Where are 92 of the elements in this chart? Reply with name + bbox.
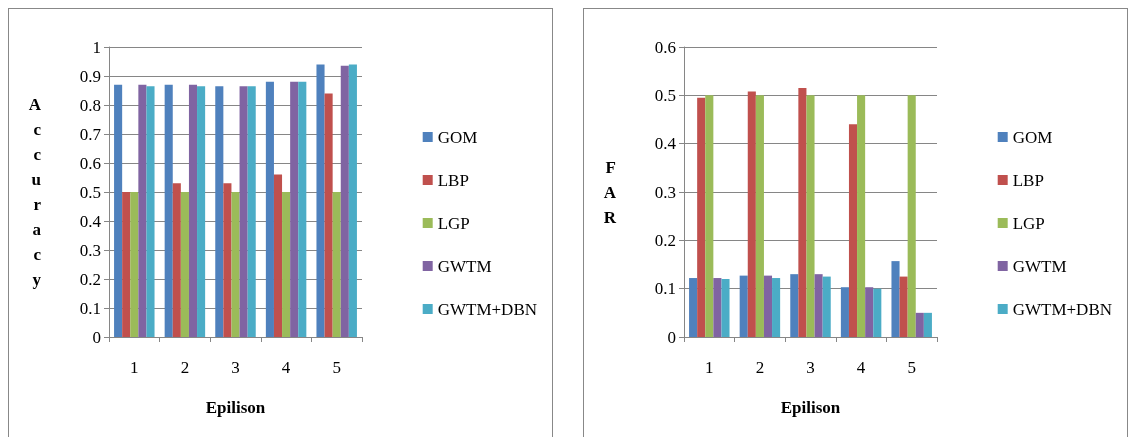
bar bbox=[721, 279, 730, 337]
bar bbox=[772, 278, 781, 337]
bar bbox=[138, 84, 147, 337]
legend-label: GWTM bbox=[437, 256, 492, 276]
bar bbox=[290, 81, 299, 337]
y-axis-title: Accuracy bbox=[28, 95, 42, 289]
bar bbox=[130, 192, 139, 337]
bar bbox=[705, 95, 714, 337]
x-tick-label: 1 bbox=[705, 358, 714, 377]
x-axis-title: Epilison bbox=[780, 398, 841, 417]
bar bbox=[265, 81, 274, 337]
legend-label: GWTM+DBN bbox=[437, 299, 538, 319]
bar bbox=[122, 192, 131, 337]
bar bbox=[146, 86, 155, 337]
y-tick-label: 0.5 bbox=[654, 85, 676, 105]
x-tick-label: 5 bbox=[907, 358, 916, 377]
bar bbox=[857, 95, 866, 337]
bar bbox=[316, 64, 325, 337]
legend-label: LBP bbox=[437, 170, 469, 190]
y-tick-label: 0.4 bbox=[79, 211, 102, 231]
x-tick-label: 5 bbox=[332, 358, 341, 377]
x-tick-label: 4 bbox=[856, 358, 866, 377]
y-tick-label: 0.2 bbox=[654, 230, 676, 250]
x-tick-label: 2 bbox=[180, 358, 190, 377]
bar bbox=[298, 81, 307, 337]
bar bbox=[798, 88, 807, 337]
x-tick-label: 4 bbox=[281, 358, 291, 377]
y-tick-label: 0.6 bbox=[654, 37, 676, 57]
bar bbox=[763, 275, 773, 337]
bar bbox=[231, 192, 240, 337]
bar bbox=[899, 276, 908, 337]
bar bbox=[697, 97, 706, 337]
x-tick-label: 3 bbox=[806, 358, 815, 377]
bar bbox=[188, 84, 198, 337]
x-tick-label: 1 bbox=[130, 358, 139, 377]
bar bbox=[915, 312, 924, 337]
bar bbox=[239, 86, 248, 337]
y-tick-label: 0.9 bbox=[79, 66, 101, 86]
legend-label: GOM bbox=[1012, 127, 1053, 147]
bar bbox=[164, 84, 173, 337]
bar bbox=[923, 312, 932, 337]
x-tick-label: 3 bbox=[231, 358, 240, 377]
y-tick-label: 0.4 bbox=[654, 134, 677, 154]
legend-label: LBP bbox=[1012, 170, 1044, 190]
bar bbox=[755, 95, 764, 337]
bar bbox=[324, 93, 333, 337]
y-tick-label: 0.3 bbox=[79, 240, 101, 260]
y-tick-label: 0.7 bbox=[79, 124, 102, 144]
bar bbox=[223, 183, 232, 337]
bar bbox=[865, 287, 874, 337]
bar bbox=[689, 278, 698, 337]
bar bbox=[197, 86, 206, 337]
bar bbox=[739, 275, 748, 337]
y-tick-label: 0.2 bbox=[79, 269, 101, 289]
y-tick-label: 0.3 bbox=[654, 182, 676, 202]
bar bbox=[114, 84, 123, 337]
bar bbox=[282, 192, 291, 337]
bar bbox=[332, 192, 341, 337]
x-axis-title: Epilison bbox=[205, 398, 266, 417]
legend-label: GOM bbox=[437, 127, 478, 147]
bar bbox=[172, 183, 181, 337]
y-tick-label: 0 bbox=[92, 327, 101, 347]
y-tick-label: 0.8 bbox=[79, 95, 101, 115]
bar bbox=[814, 274, 823, 337]
bar bbox=[840, 287, 849, 337]
legend-label: LGP bbox=[1012, 213, 1045, 233]
y-tick-label: 0.1 bbox=[79, 298, 101, 318]
bar bbox=[891, 261, 900, 337]
bar bbox=[848, 124, 858, 337]
legend-label: GWTM+DBN bbox=[1012, 299, 1113, 319]
y-tick-label: 0 bbox=[667, 327, 676, 347]
bar bbox=[247, 86, 256, 337]
bar bbox=[180, 192, 189, 337]
y-tick-label: 0.6 bbox=[79, 153, 101, 173]
y-tick-label: 0.1 bbox=[654, 279, 676, 299]
bar bbox=[348, 64, 357, 337]
y-tick-label: 0.5 bbox=[79, 182, 101, 202]
bar bbox=[713, 278, 722, 337]
bar bbox=[790, 274, 799, 337]
y-axis-title: FAR bbox=[603, 157, 617, 227]
x-tick-label: 2 bbox=[755, 358, 765, 377]
legend-label: GWTM bbox=[1012, 256, 1067, 276]
bar bbox=[873, 288, 882, 337]
bar bbox=[215, 86, 224, 337]
bar bbox=[822, 276, 831, 337]
bar bbox=[273, 174, 283, 337]
legend-label: LGP bbox=[437, 213, 470, 233]
bar bbox=[340, 65, 349, 337]
bar bbox=[806, 95, 815, 337]
y-tick-label: 1 bbox=[92, 37, 101, 57]
bar bbox=[747, 91, 756, 337]
bar bbox=[907, 95, 916, 337]
